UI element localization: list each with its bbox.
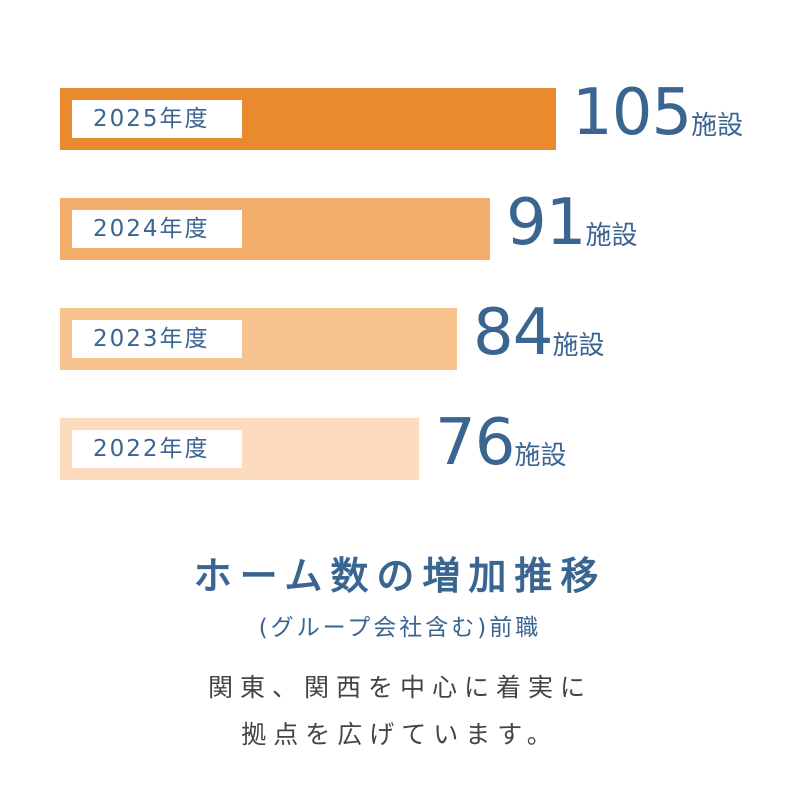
bar-value-label: 84施設 [473, 296, 604, 370]
bar-1: 2024年度 [60, 198, 490, 260]
bar-value-number: 105 [572, 76, 692, 150]
bar-0: 2025年度 [60, 88, 556, 150]
description-line-2: 拠点を広げています。 [241, 720, 559, 749]
bar-value-label: 76施設 [435, 406, 566, 480]
chart-subline: (グループ会社含む)前職 [258, 615, 542, 641]
bar-3: 2022年度 [60, 418, 419, 480]
bar-value-unit: 施設 [691, 111, 744, 141]
bar-value-label: 105施設 [572, 76, 743, 150]
bar-value-unit: 施設 [514, 441, 567, 471]
bar-value-number: 76 [435, 406, 515, 480]
bar-category-label: 2024年度 [72, 210, 242, 248]
bar-value-label: 91施設 [506, 186, 637, 260]
bar-2: 2023年度 [60, 308, 457, 370]
bar-value-number: 84 [473, 296, 553, 370]
bar-value-number: 91 [506, 186, 586, 260]
bar-category-label: 2025年度 [72, 100, 242, 138]
bar-category-label: 2022年度 [72, 430, 242, 468]
bar-chart: 2025年度 105施設 2024年度 91施設 2023年度 84施設 2022年度 76施… [60, 76, 743, 480]
bar-value-unit: 施設 [585, 221, 638, 251]
description-line-1: 関東、関西を中心に着実に [207, 673, 592, 702]
bar-category-label: 2023年度 [72, 320, 242, 358]
chart-headline: ホーム数の増加推移 [193, 554, 607, 598]
bar-value-unit: 施設 [552, 331, 605, 361]
